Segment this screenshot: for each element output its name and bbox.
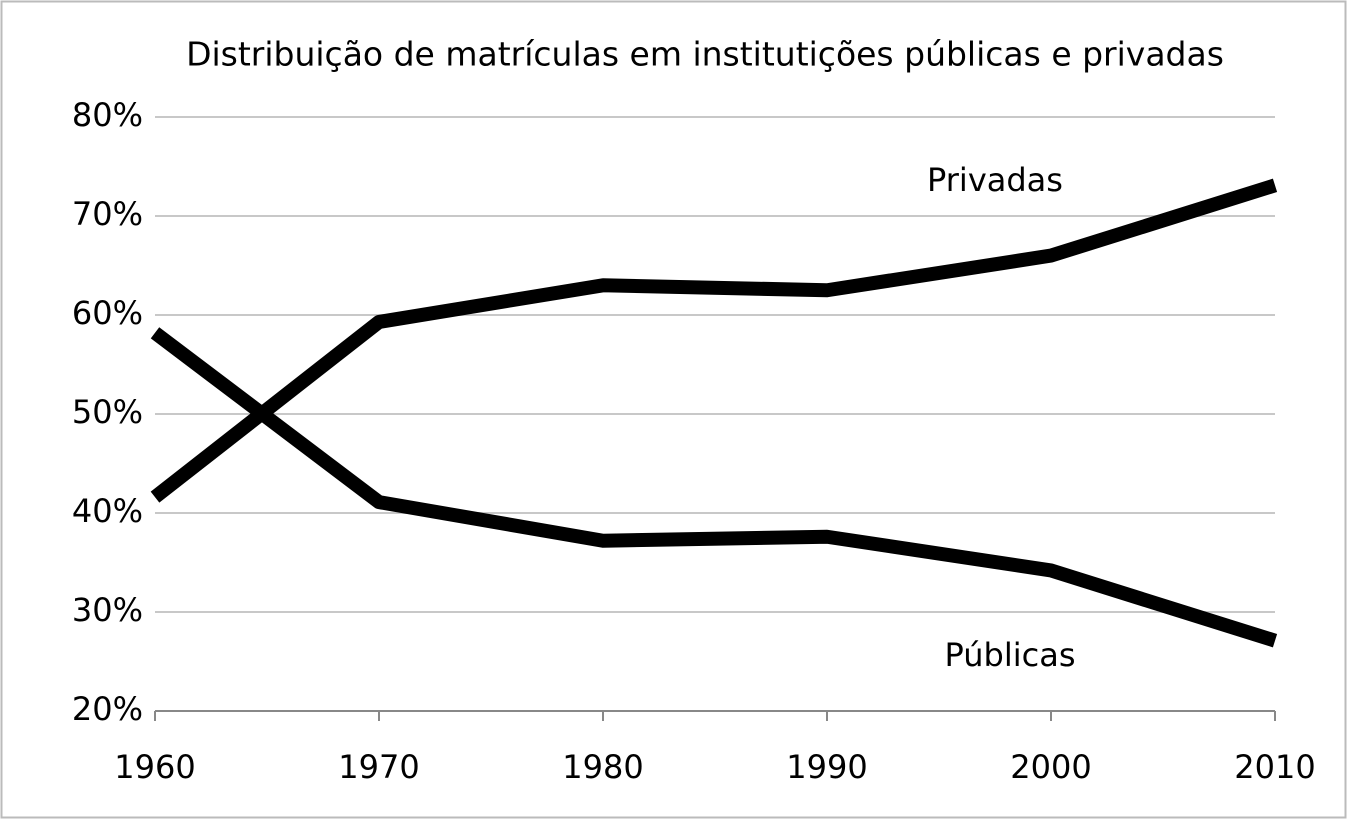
chart-title: Distribuição de matrículas em institutiç… <box>186 35 1224 74</box>
x-tick-label: 1960 <box>114 748 195 786</box>
y-tick-label: 80% <box>72 96 143 134</box>
y-tick-label: 20% <box>72 690 143 728</box>
y-tick-label: 40% <box>72 492 143 530</box>
x-tick-label: 1990 <box>786 748 867 786</box>
series-line <box>150 327 1278 648</box>
x-tick-label: 2000 <box>1010 748 1091 786</box>
y-tick-label: 30% <box>72 591 143 629</box>
y-tick-label: 60% <box>72 294 143 332</box>
series-line <box>150 178 1278 503</box>
x-tick-label: 1980 <box>562 748 643 786</box>
y-tick-label: 70% <box>72 195 143 233</box>
x-tick-label: 2010 <box>1234 748 1315 786</box>
x-tick-label: 1970 <box>338 748 419 786</box>
series-label: Privadas <box>927 161 1063 199</box>
y-tick-label: 50% <box>72 393 143 431</box>
series-label: Públicas <box>945 636 1076 674</box>
